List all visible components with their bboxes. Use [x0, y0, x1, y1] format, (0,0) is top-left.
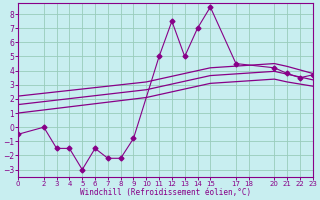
- X-axis label: Windchill (Refroidissement éolien,°C): Windchill (Refroidissement éolien,°C): [80, 188, 251, 197]
